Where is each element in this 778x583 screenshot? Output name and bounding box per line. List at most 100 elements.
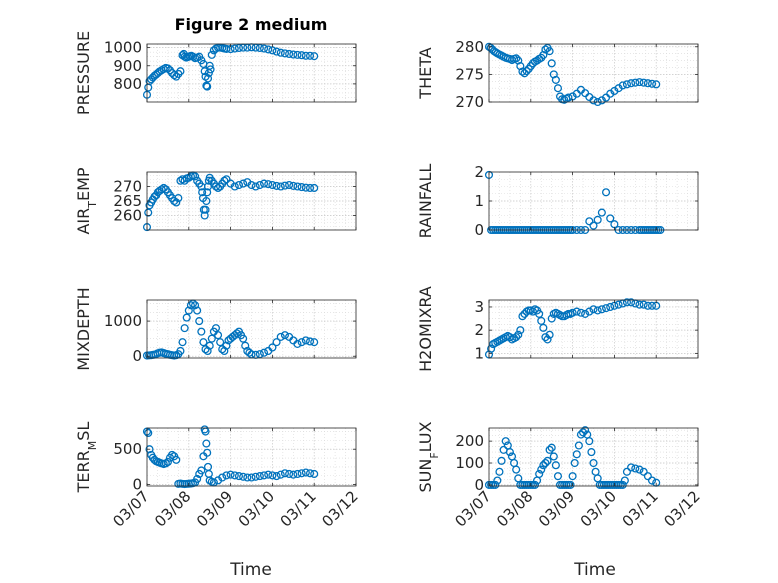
sun_flux-y-tick-label: 0: [474, 476, 484, 494]
h2omixra-point: [647, 301, 657, 310]
air_temp-point: [201, 205, 210, 214]
h2omixra-point: [643, 301, 652, 310]
mixdepth-point: [293, 339, 302, 348]
mixdepth-point: [305, 337, 315, 346]
sun_flux-point: [635, 465, 644, 474]
air_temp-point: [220, 176, 229, 185]
sun_flux-point: [589, 458, 598, 468]
terr_msl-point: [222, 471, 231, 480]
pressure-point: [202, 81, 211, 90]
air_temp-point: [301, 183, 310, 192]
pressure-point: [276, 48, 285, 57]
air_temp-point: [203, 188, 212, 197]
sun_flux-y-axis-label-main: SUN: [416, 459, 435, 493]
h2omixra-point: [543, 335, 552, 344]
terr_msl-point: [202, 439, 211, 448]
air_temp-point: [310, 183, 319, 193]
mixdepth-y-axis-label-main: MIXDEPTH: [74, 287, 93, 370]
air_temp-y-tick-label: 260: [113, 207, 142, 225]
sun_flux-point: [574, 441, 583, 450]
theta-point: [522, 67, 531, 76]
sun_flux-point: [581, 426, 590, 435]
sun_flux-point: [553, 472, 563, 481]
terr_msl-point: [247, 473, 256, 482]
sun_flux-point: [643, 472, 652, 481]
pressure-point: [293, 50, 302, 59]
h2omixra-point: [541, 333, 550, 342]
sun_flux-point: [566, 480, 575, 489]
sun_flux-point: [512, 465, 521, 474]
mixdepth-point: [178, 338, 187, 347]
sun_flux-point: [578, 428, 588, 437]
terr_msl-point: [234, 472, 244, 481]
sun_flux-point: [585, 437, 594, 446]
theta-y-tick-label: 275: [455, 65, 484, 83]
h2omixra-point: [576, 308, 586, 317]
h2omixra-point: [512, 333, 521, 342]
sun_flux-point: [537, 465, 546, 474]
theta-point: [618, 81, 627, 90]
air_temp-point: [222, 175, 231, 184]
rainfall-point: [606, 214, 615, 223]
pressure-axes-frame: [146, 43, 357, 103]
pressure-point: [203, 82, 212, 91]
h2omixra-point: [627, 298, 636, 307]
terr_msl-point: [259, 471, 269, 480]
rainfall-y-axis-label-main: RAINFALL: [416, 164, 435, 239]
terr_msl-point: [305, 469, 315, 478]
terr_msl-point: [272, 472, 281, 481]
theta-point: [589, 96, 598, 105]
sun_flux-point: [530, 480, 540, 489]
terr_msl-point: [226, 470, 235, 479]
mixdepth-point: [255, 350, 264, 359]
h2omixra-point: [593, 306, 602, 315]
theta-y-tick-label: 280: [455, 38, 484, 56]
pressure-point: [272, 47, 281, 56]
pressure-point: [234, 43, 244, 53]
h2omixra-plot-area: [489, 300, 698, 358]
mixdepth-point: [182, 313, 191, 322]
theta-y-axis-label: THETA: [416, 47, 435, 99]
terr_msl-point: [289, 470, 298, 479]
h2omixra-axes-frame: [488, 299, 699, 359]
rainfall-y-tick-label: 1: [474, 192, 484, 210]
mixdepth-point: [214, 331, 223, 340]
sun_flux-point: [568, 472, 577, 481]
terr_msl-y-axis-label-main: TERR: [74, 450, 93, 493]
rainfall-y-tick-label: 2: [474, 163, 484, 181]
theta-y-tick-label: 270: [455, 93, 484, 111]
h2omixra-point: [639, 300, 648, 309]
sun_flux-point: [539, 461, 548, 470]
mixdepth-point: [301, 336, 310, 345]
theta-point: [553, 84, 563, 93]
theta-point: [564, 93, 573, 102]
air_temp-point: [293, 182, 302, 191]
h2omixra-point: [585, 307, 594, 316]
terr_msl-point: [197, 466, 206, 475]
h2omixra-point: [568, 308, 577, 317]
pressure-point: [205, 61, 214, 70]
sun_flux-point: [587, 448, 596, 457]
terr_msl-point: [297, 469, 306, 478]
mixdepth-point: [232, 329, 241, 338]
rainfall-point: [597, 208, 606, 217]
air_temp-point: [247, 181, 256, 190]
air_temp-point: [268, 181, 277, 190]
mixdepth-point: [220, 346, 229, 356]
terr_msl-point: [239, 472, 248, 481]
theta-point: [622, 80, 631, 89]
h2omixra-point: [589, 305, 598, 314]
air_temp-point: [202, 196, 211, 206]
h2omixra-point: [535, 309, 544, 318]
sun_flux-point: [570, 458, 579, 468]
sun_flux-point: [493, 476, 502, 485]
panel-rainfall: 0 1 2 RAINFALL: [416, 163, 699, 239]
mixdepth-point: [195, 317, 204, 326]
mixdepth-point: [259, 348, 269, 357]
air_temp-point: [276, 182, 285, 191]
air_temp-point: [297, 183, 306, 192]
mixdepth-y-tick-label: 1000: [104, 312, 142, 330]
terr_msl-point: [218, 473, 227, 482]
